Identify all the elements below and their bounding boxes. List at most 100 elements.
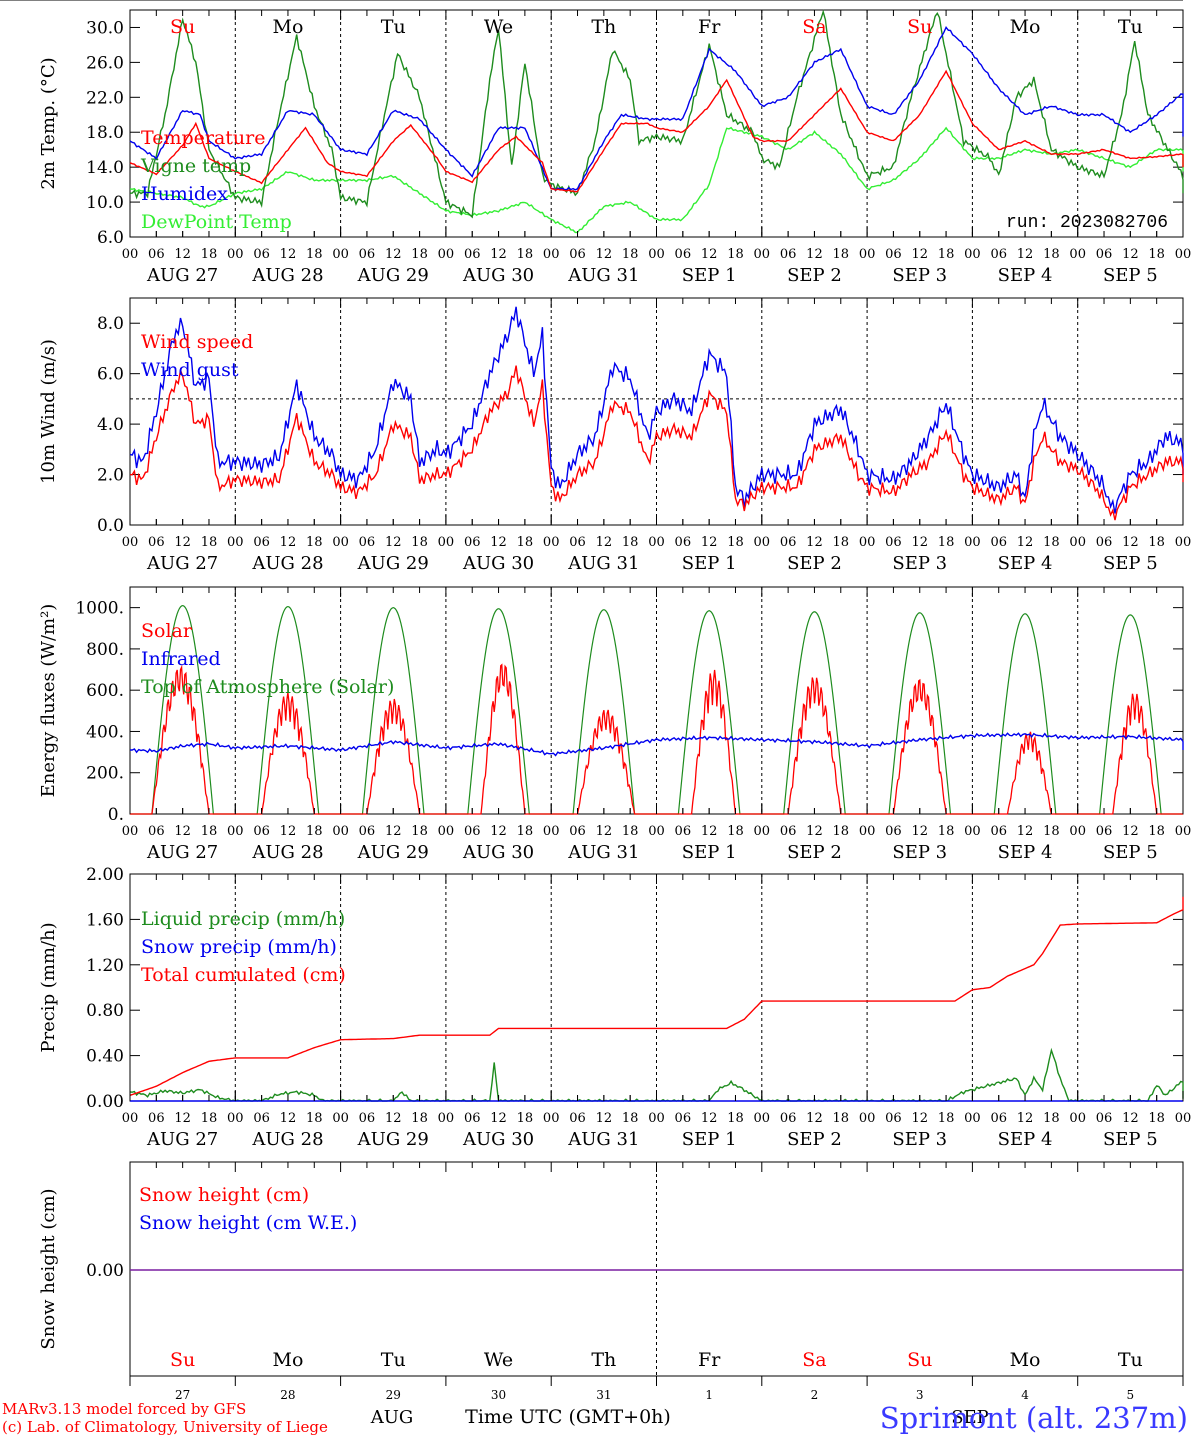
hour-tick-label: 06 [885,247,902,262]
date-label: AUG 29 [357,1129,429,1150]
y-tick-label: 26.0 [86,53,124,73]
hour-tick-label: 18 [622,1111,639,1126]
hour-tick-label: 00 [648,247,665,262]
hour-tick-label: 00 [1175,535,1192,550]
hour-tick-label: 12 [1122,535,1139,550]
hour-tick-label: 06 [1096,1111,1113,1126]
hour-tick-label: 12 [1017,824,1034,839]
weekday-label: Fr [698,16,721,38]
hour-tick-label: 18 [833,1111,850,1126]
hour-tick-label: 00 [438,535,455,550]
hour-tick-label: 00 [1069,535,1086,550]
y-tick-label: 200. [86,764,124,784]
y-tick-label: 30.0 [86,18,124,38]
weekday-label: Fr [698,1349,721,1371]
y-tick-label: 10.0 [86,193,124,213]
hour-tick-label: 12 [911,247,928,262]
hour-tick-label: 12 [385,535,402,550]
hour-tick-label: 12 [280,824,297,839]
hour-tick-label: 18 [306,535,323,550]
date-label: SEP 3 [892,265,947,286]
hour-tick-label: 18 [201,824,218,839]
hour-tick-label: 12 [174,535,191,550]
date-label: AUG 31 [567,553,639,574]
hour-tick-label: 00 [122,247,139,262]
hour-tick-label: 06 [148,1111,165,1126]
hour-tick-label: 12 [596,247,613,262]
y-tick-label: 0.80 [86,1001,124,1021]
hour-tick-label: 00 [1175,247,1192,262]
month-label: AUG [370,1407,414,1428]
day-number: 1 [705,1388,713,1402]
hour-tick-label: 06 [148,824,165,839]
y-tick-label: 6.0 [97,228,124,248]
hour-tick-label: 00 [122,1111,139,1126]
hour-tick-label: 00 [332,1111,349,1126]
hour-tick-label: 00 [859,824,876,839]
weekday-label: Th [591,1349,616,1371]
day-number: 3 [916,1388,924,1402]
date-label: SEP 3 [892,842,947,863]
y-tick-label: 14.0 [86,158,124,178]
day-number: 2 [811,1388,819,1402]
hour-tick-label: 00 [754,1111,771,1126]
hour-tick-label: 00 [227,824,244,839]
credit-line: MARv3.13 model forced by GFS [2,1400,246,1418]
hour-tick-label: 12 [174,1111,191,1126]
hour-tick-label: 18 [938,1111,955,1126]
hour-tick-label: 18 [411,824,428,839]
hour-tick-label: 06 [464,535,481,550]
hour-tick-label: 00 [122,824,139,839]
hour-tick-label: 00 [543,824,560,839]
hour-tick-label: 06 [253,247,270,262]
series-solar [130,663,1183,815]
date-label: SEP 2 [787,1129,842,1150]
hour-tick-label: 18 [833,535,850,550]
hour-tick-label: 12 [385,1111,402,1126]
hour-tick-label: 12 [1017,1111,1034,1126]
hour-tick-label: 12 [1122,1111,1139,1126]
hour-tick-label: 18 [306,824,323,839]
hour-tick-label: 00 [227,247,244,262]
hour-tick-label: 00 [438,1111,455,1126]
weekday-label: Th [591,16,616,38]
hour-tick-label: 06 [359,1111,376,1126]
y-tick-label: 18.0 [86,123,124,143]
hour-tick-label: 06 [780,1111,797,1126]
legend-entry: Infrared [141,648,221,670]
hour-tick-label: 06 [1096,535,1113,550]
hour-tick-label: 18 [201,247,218,262]
y-tick-label: 0.00 [86,1261,124,1281]
hour-tick-label: 12 [701,535,718,550]
date-label: AUG 27 [146,842,218,863]
hour-tick-label: 06 [148,535,165,550]
hour-tick-label: 18 [622,247,639,262]
y-tick-label: 4.0 [97,415,124,435]
hour-tick-label: 00 [859,535,876,550]
hour-tick-label: 12 [596,824,613,839]
hour-tick-label: 06 [359,535,376,550]
hour-tick-label: 06 [780,535,797,550]
series-infrared [130,732,1184,757]
hour-tick-label: 06 [780,247,797,262]
hour-tick-label: 06 [464,247,481,262]
weekday-label: Tu [381,1349,406,1371]
hour-tick-label: 06 [253,1111,270,1126]
hour-tick-label: 18 [727,824,744,839]
weekday-label: Tu [1118,16,1143,38]
day-number: 5 [1127,1388,1135,1402]
date-label: AUG 30 [462,1129,534,1150]
date-label: SEP 1 [682,842,737,863]
hour-tick-label: 18 [622,824,639,839]
series-total-cumulated-cm- [129,896,1184,1096]
hour-tick-label: 12 [385,824,402,839]
hour-tick-label: 18 [938,824,955,839]
hour-tick-label: 12 [911,1111,928,1126]
hour-tick-label: 18 [517,824,534,839]
station-label: Sprimont (alt. 237m) [880,1401,1188,1435]
hour-tick-label: 06 [253,535,270,550]
hour-tick-label: 12 [911,535,928,550]
hour-tick-label: 18 [201,1111,218,1126]
series-dewpoint-temp [129,126,1184,234]
